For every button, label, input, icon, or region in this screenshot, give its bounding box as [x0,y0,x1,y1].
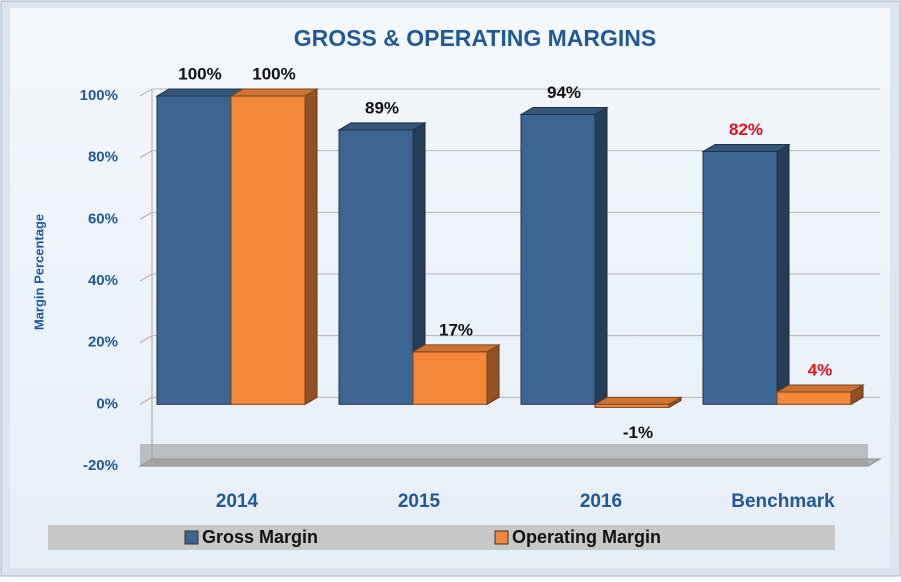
bar-top [337,122,427,131]
bar-top [775,384,865,393]
bar-side [776,143,790,406]
bar-top [701,144,791,152]
bar [594,403,670,408]
bar [520,114,596,405]
legend-label: Operating Margin [512,527,661,547]
tick-mark [139,150,153,159]
y-tick-label: 0% [96,395,118,412]
floor-edge [140,444,868,466]
bar [338,129,414,405]
tick-mark [139,88,153,97]
x-tick-label: Benchmark [731,491,835,512]
data-label: -1% [623,423,653,442]
chart-title: GROSS & OPERATING MARGINS [294,25,657,51]
bar-top [519,107,609,115]
bar [156,95,232,405]
legend-swatch [184,530,199,545]
bar-side [594,106,608,406]
x-tick-label: 2016 [580,491,622,512]
y-axis-title: Margin Percentage [31,214,46,330]
data-label: 17% [439,320,473,339]
bar-side [486,344,500,406]
x-tick-label: 2015 [398,491,441,512]
data-label: 94% [547,83,581,102]
bar-side [304,88,318,406]
bar-top [155,88,245,97]
legend-swatch [494,530,509,545]
bar [230,95,306,405]
y-tick-label: 80% [88,149,118,166]
bar-top [229,88,319,97]
data-label: 82% [729,120,763,139]
x-tick-label: 2014 [216,491,259,512]
bar [702,151,778,405]
y-tick-label: 100% [80,87,118,104]
tick-mark [139,211,153,220]
tick-mark [139,335,153,344]
bar [412,351,488,405]
y-tick-label: -20% [83,457,118,474]
data-label: 100% [178,64,221,83]
y-tick-label: 60% [88,210,118,227]
bar [776,391,852,405]
y-tick-label: 40% [88,272,118,289]
tick-mark [139,396,153,405]
data-label: 89% [365,98,399,117]
data-label: 100% [252,64,295,83]
data-label: 4% [808,360,833,379]
legend-label: Gross Margin [202,527,318,547]
bar-top [411,344,501,353]
bar-top [593,396,683,405]
legend-box [48,525,835,550]
tick-mark [139,273,153,282]
y-tick-label: 20% [88,334,118,351]
